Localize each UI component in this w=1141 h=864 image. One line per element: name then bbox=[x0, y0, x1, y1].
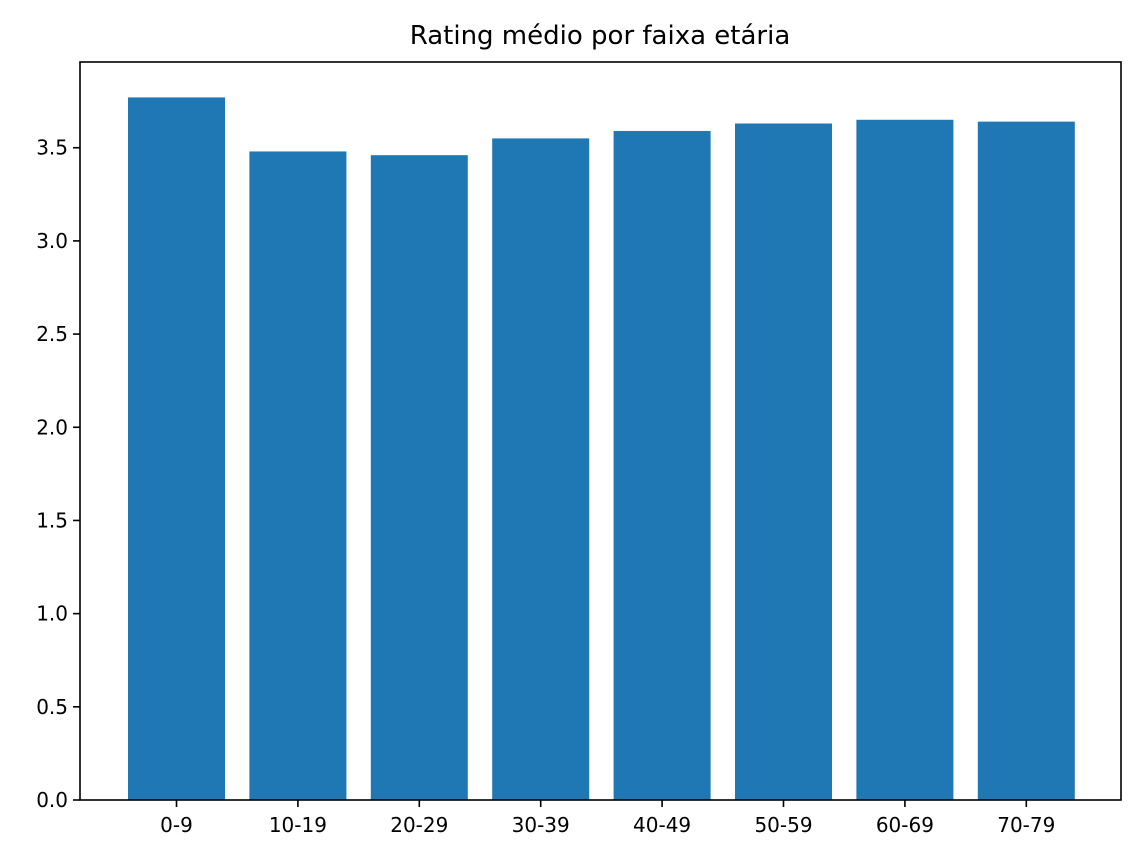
bar-50-59 bbox=[735, 123, 832, 800]
y-axis: 0.0 0.5 1.0 1.5 2.0 2.5 3.0 3.5 bbox=[36, 136, 80, 812]
bar-60-69 bbox=[856, 119, 954, 801]
y-tick-label: 2.0 bbox=[36, 415, 68, 439]
y-tick-label: 2.5 bbox=[36, 322, 68, 346]
x-axis: 0-9 10-19 20-29 30-39 40-49 50-59 60-69 70-79 bbox=[160, 800, 1055, 837]
bar-30-39 bbox=[492, 138, 590, 801]
x-tick-label: 10-19 bbox=[269, 813, 327, 837]
x-tick-label: 30-39 bbox=[512, 813, 570, 837]
bar-0-9 bbox=[128, 97, 225, 801]
x-tick-label: 20-29 bbox=[390, 813, 448, 837]
plot-frame bbox=[79, 61, 1122, 801]
x-tick-label: 70-79 bbox=[997, 813, 1055, 837]
y-tick-label: 0.5 bbox=[36, 695, 68, 719]
bar-20-29 bbox=[370, 155, 468, 800]
x-tick-label: 40-49 bbox=[633, 813, 691, 837]
y-tick-label: 3.0 bbox=[36, 229, 68, 253]
y-tick-label: 1.5 bbox=[36, 508, 68, 532]
bar-40-49 bbox=[613, 130, 711, 801]
y-tick-label: 3.5 bbox=[36, 136, 68, 160]
bar-10-19 bbox=[249, 151, 347, 801]
y-tick-label: 0.0 bbox=[36, 788, 68, 812]
chart-title: Rating médio por faixa etária bbox=[410, 21, 791, 51]
y-tick-label: 1.0 bbox=[36, 602, 68, 626]
bars-group bbox=[128, 97, 1075, 801]
x-tick-label: 50-59 bbox=[754, 813, 812, 837]
x-tick-label: 0-9 bbox=[160, 813, 193, 837]
x-tick-label: 60-69 bbox=[876, 813, 934, 837]
bar-70-79 bbox=[977, 121, 1075, 801]
